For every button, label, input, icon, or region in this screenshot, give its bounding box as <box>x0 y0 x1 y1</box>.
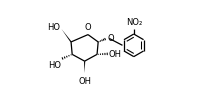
Polygon shape <box>84 62 85 73</box>
Text: NO₂: NO₂ <box>126 18 142 27</box>
Text: O: O <box>85 23 91 32</box>
Text: HO: HO <box>47 23 60 32</box>
Text: O: O <box>108 34 114 43</box>
Polygon shape <box>61 30 72 43</box>
Text: OH: OH <box>78 76 91 85</box>
Text: OH: OH <box>109 50 122 59</box>
Text: HO: HO <box>48 60 61 69</box>
